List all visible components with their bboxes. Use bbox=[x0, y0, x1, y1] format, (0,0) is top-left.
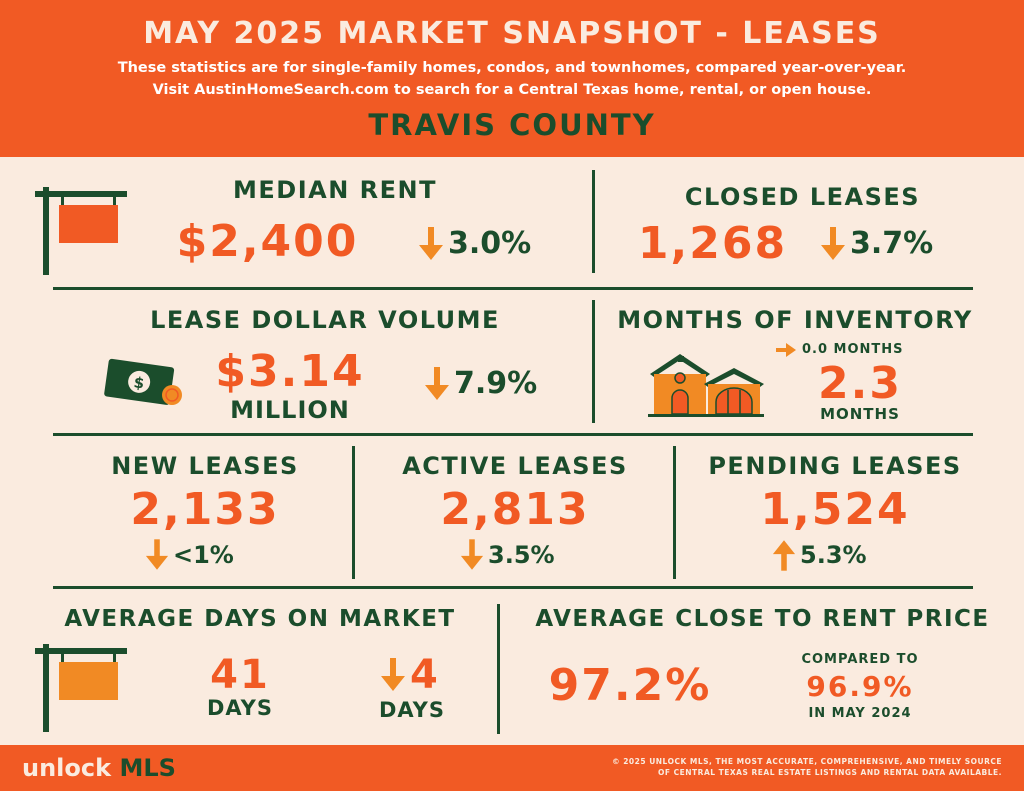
unlock-mls-logo: unlock MLS bbox=[22, 754, 176, 782]
closed-leases-label: CLOSED LEASES bbox=[684, 183, 921, 211]
inventory-change-value: 0.0 MONTHS bbox=[802, 342, 904, 357]
house-icon bbox=[648, 354, 764, 417]
divider-col-3 bbox=[352, 446, 355, 579]
closed-leases-change: 3.7% bbox=[820, 226, 933, 261]
lease-volume-unit: MILLION bbox=[230, 396, 350, 424]
dollar-bill-icon: $ bbox=[104, 358, 182, 405]
inventory-value: 2.3 bbox=[818, 358, 902, 409]
close-to-rent-value: 97.2% bbox=[548, 660, 712, 711]
median-rent-change-value: 3.0% bbox=[448, 226, 532, 261]
compare-label: COMPARED TO bbox=[801, 652, 919, 667]
copyright-line-1: © 2025 UNLOCK MLS, THE MOST ACCURATE, CO… bbox=[612, 757, 1002, 766]
copyright-line-2: OF CENTRAL TEXAS REAL ESTATE LISTINGS AN… bbox=[658, 768, 1002, 777]
active-leases-change-value: 3.5% bbox=[488, 541, 555, 569]
pending-leases-label: PENDING LEASES bbox=[708, 452, 962, 480]
lease-volume-change-value: 7.9% bbox=[454, 366, 538, 401]
lease-volume-change: 7.9% bbox=[424, 366, 537, 401]
inventory-change: 0.0 MONTHS bbox=[776, 342, 904, 357]
down-arrow-icon bbox=[821, 226, 845, 260]
pending-leases-value: 1,524 bbox=[760, 484, 910, 535]
divider-col-1 bbox=[592, 170, 595, 273]
closed-leases-value: 1,268 bbox=[637, 218, 788, 269]
divider-col-5 bbox=[497, 604, 500, 734]
active-leases-label: ACTIVE LEASES bbox=[402, 452, 628, 480]
pending-leases-change-value: 5.3% bbox=[800, 541, 867, 569]
new-leases-label: NEW LEASES bbox=[111, 452, 299, 480]
pending-leases-change: 5.3% bbox=[772, 538, 867, 572]
lease-volume-label: LEASE DOLLAR VOLUME bbox=[150, 306, 500, 334]
sign-post-icon bbox=[35, 187, 127, 275]
inventory-label: MONTHS OF INVENTORY bbox=[617, 306, 973, 334]
days-on-market-change-unit: DAYS bbox=[378, 698, 445, 722]
divider-col-4 bbox=[673, 446, 676, 579]
days-on-market-change: 4 bbox=[380, 652, 438, 698]
down-arrow-icon bbox=[381, 658, 405, 691]
active-leases-value: 2,813 bbox=[440, 484, 590, 535]
down-arrow-icon bbox=[419, 226, 443, 260]
divider-col-2 bbox=[592, 300, 595, 423]
close-to-rent-label: AVERAGE CLOSE TO RENT PRICE bbox=[535, 606, 990, 632]
closed-leases-change-value: 3.7% bbox=[850, 226, 934, 261]
median-rent-label: MEDIAN RENT bbox=[233, 176, 437, 204]
subtitle-line-2: Visit AustinHomeSearch.com to search for… bbox=[152, 82, 872, 98]
subtitle-line-1: These statistics are for single-family h… bbox=[117, 60, 907, 76]
footer-banner: unlock MLS © 2025 UNLOCK MLS, THE MOST A… bbox=[0, 745, 1024, 791]
header-banner: MAY 2025 MARKET SNAPSHOT - LEASES These … bbox=[0, 0, 1024, 157]
days-on-market-value: 41 bbox=[210, 652, 270, 698]
logo-mls: MLS bbox=[119, 754, 176, 782]
divider-row-3 bbox=[53, 586, 973, 589]
divider-row-2 bbox=[53, 433, 973, 436]
down-arrow-icon bbox=[425, 366, 449, 400]
divider-row-1 bbox=[53, 287, 973, 290]
new-leases-change: <1% bbox=[145, 538, 234, 572]
lease-volume-value: $3.14 bbox=[215, 346, 365, 397]
days-on-market-change-value: 4 bbox=[410, 652, 438, 698]
svg-text:$: $ bbox=[133, 373, 146, 392]
median-rent-value: $2,400 bbox=[176, 216, 359, 267]
logo-unlock: unlock bbox=[22, 754, 120, 782]
median-rent-change: 3.0% bbox=[418, 226, 531, 261]
copyright-text: © 2025 UNLOCK MLS, THE MOST ACCURATE, CO… bbox=[572, 756, 1002, 778]
compare-value: 96.9% bbox=[806, 670, 914, 703]
up-arrow-icon bbox=[772, 540, 796, 571]
days-on-market-label: AVERAGE DAYS ON MARKET bbox=[64, 606, 456, 632]
county-title: TRAVIS COUNTY bbox=[368, 108, 656, 142]
new-leases-value: 2,133 bbox=[130, 484, 280, 535]
compare-period: IN MAY 2024 bbox=[808, 706, 912, 721]
down-arrow-icon bbox=[145, 539, 169, 570]
right-arrow-icon bbox=[776, 342, 796, 357]
down-arrow-icon bbox=[460, 539, 484, 570]
days-on-market-unit: DAYS bbox=[206, 696, 273, 720]
active-leases-change: 3.5% bbox=[460, 538, 555, 572]
sign-post-icon bbox=[35, 644, 127, 732]
new-leases-change-value: <1% bbox=[173, 541, 234, 569]
inventory-unit: MONTHS bbox=[820, 405, 900, 423]
page-title: MAY 2025 MARKET SNAPSHOT - LEASES bbox=[143, 16, 881, 51]
